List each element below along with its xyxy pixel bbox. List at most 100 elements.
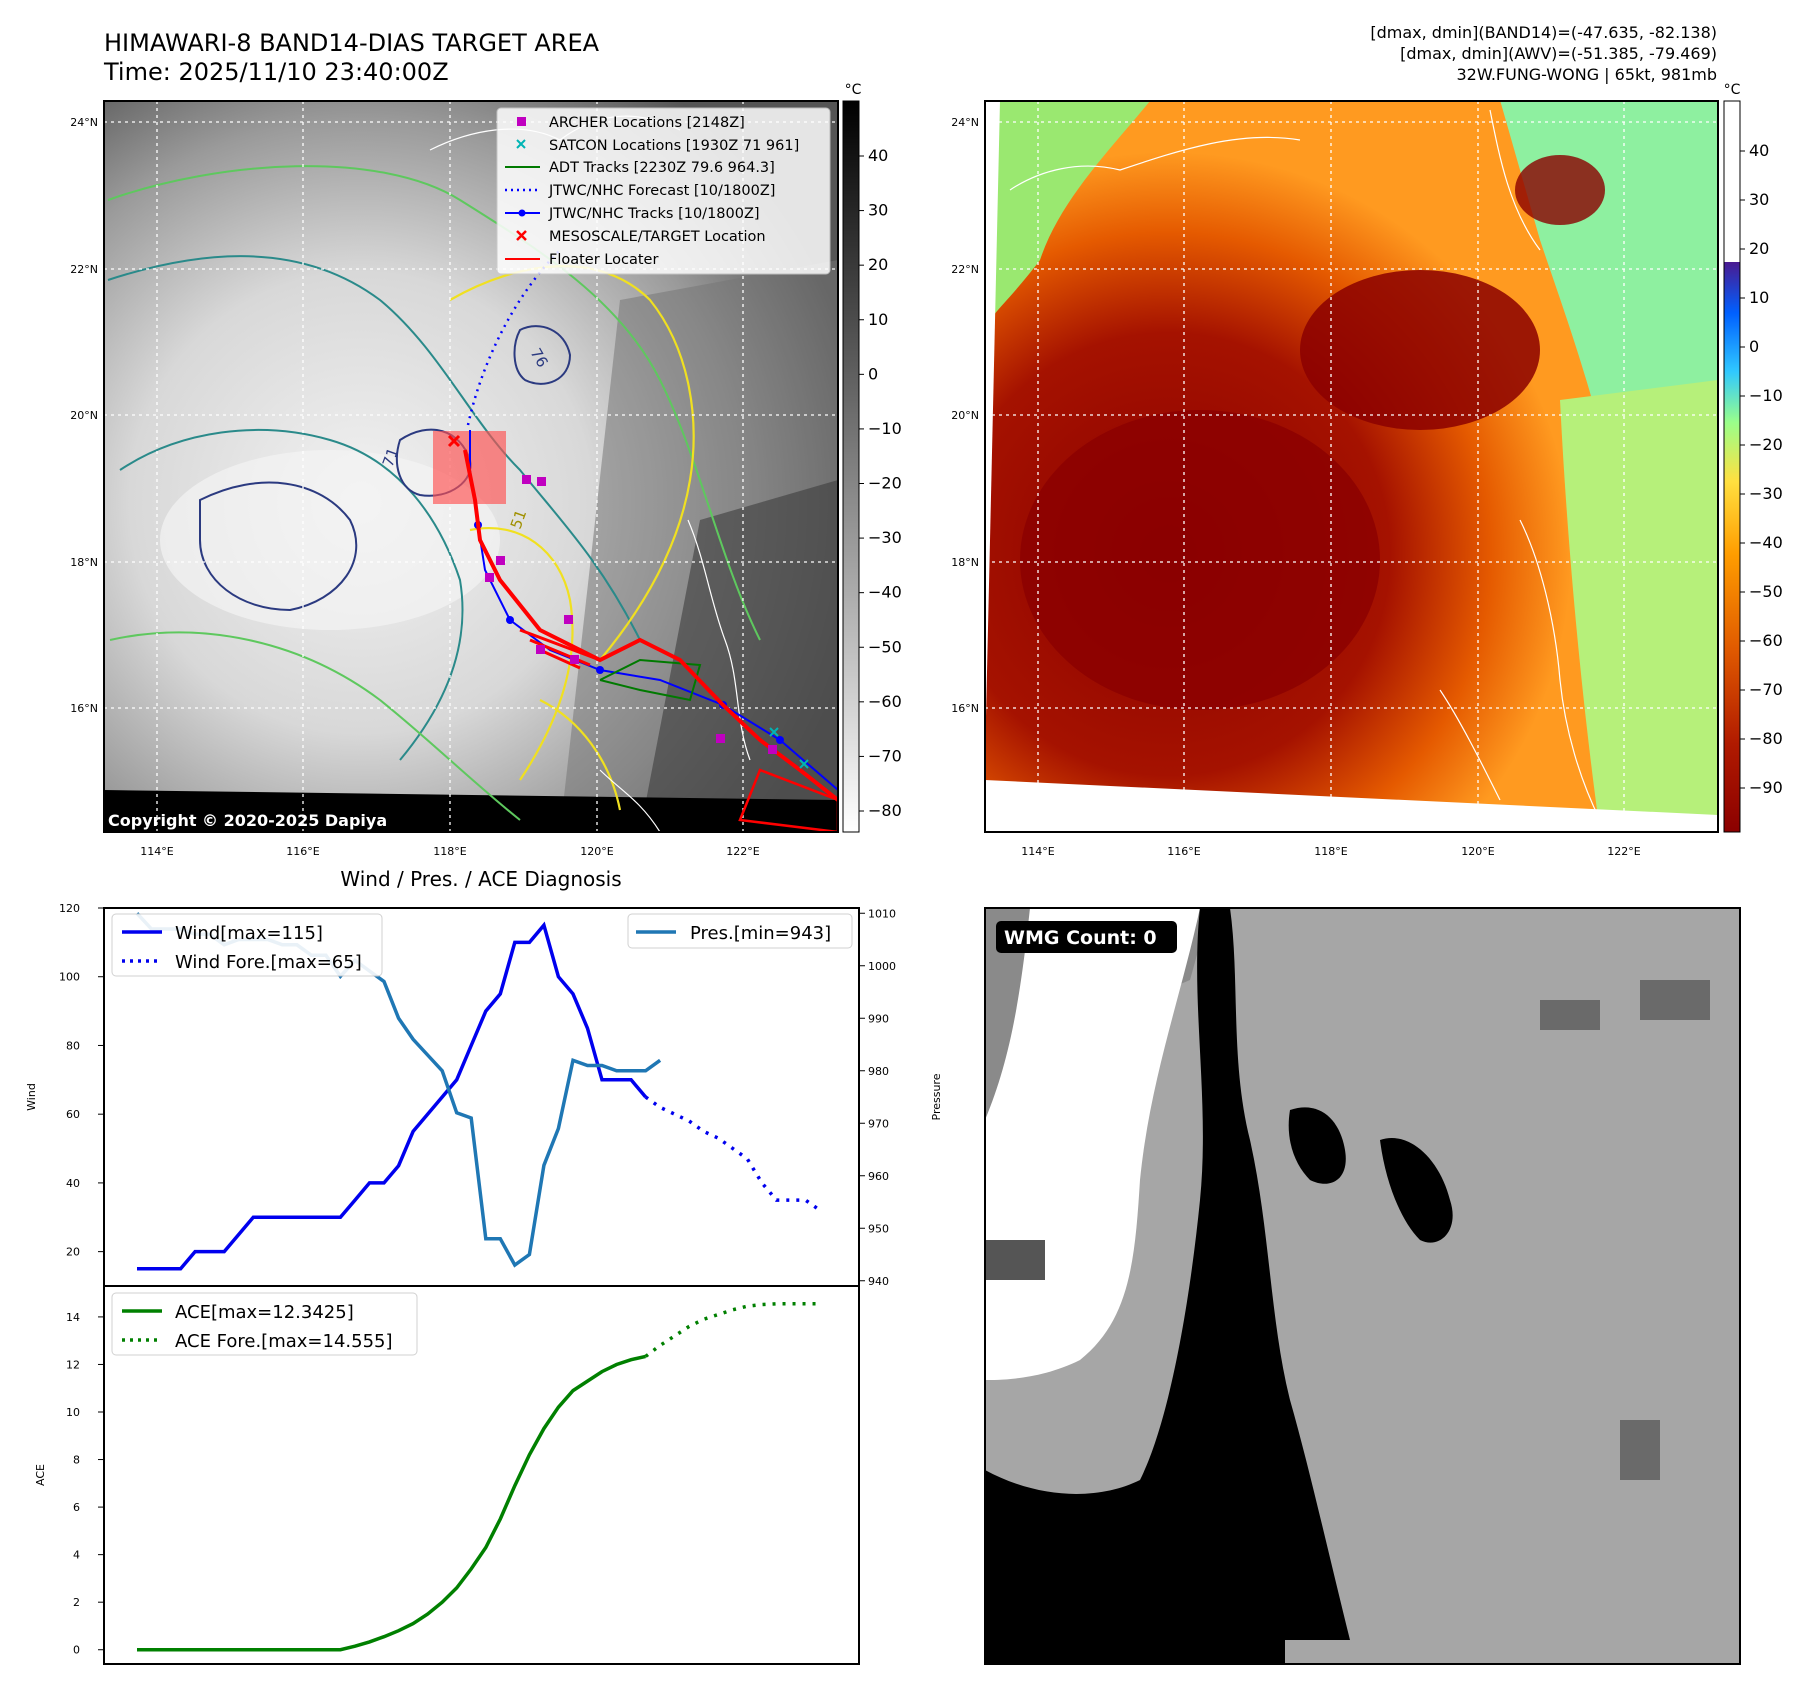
lat-label-20-right: 20°N — [951, 409, 979, 422]
legend-archer: ARCHER Locations [2148Z] — [549, 115, 745, 131]
ir-color-map-frame — [984, 100, 1719, 833]
color-colorbar-tick-label: −20 — [1749, 435, 1783, 454]
ace-tick-label: 12 — [66, 1358, 80, 1371]
legend-wind-forecast: Wind Fore.[max=65] — [175, 952, 362, 973]
lon-label-118-left: 118°E — [433, 845, 466, 858]
legend-wind: Wind[max=115] — [175, 923, 323, 944]
wind-series-line — [137, 921, 647, 1271]
legend-target: MESOSCALE/TARGET Location — [549, 229, 766, 245]
gray-colorbar-tick-label: −40 — [868, 583, 902, 602]
lat-label-22-right: 22°N — [951, 263, 979, 276]
color-colorbar-tick-label: 20 — [1749, 239, 1769, 258]
pressure-tick-label: 1000 — [868, 960, 896, 973]
gray-colorbar-tick-label: −60 — [868, 692, 902, 711]
ace-axis-label: ACE — [34, 1464, 47, 1486]
pressure-legend: Pres.[min=943] — [627, 913, 853, 949]
legend-ace: ACE[max=12.3425] — [175, 1302, 354, 1323]
gray-colorbar-tick-label: −30 — [868, 528, 902, 547]
gray-colorbar-tick-label: −70 — [868, 746, 902, 765]
ace-tick-label: 10 — [66, 1406, 80, 1419]
gray-colorbar-tick-label: 30 — [868, 201, 888, 220]
lon-label-118-right: 118°E — [1314, 845, 1347, 858]
pressure-tick-label: 1010 — [868, 907, 896, 920]
legend-floater: Floater Locater — [549, 252, 658, 268]
color-colorbar-tick-label: −10 — [1749, 386, 1783, 405]
color-colorbar-tick-label: −40 — [1749, 533, 1783, 552]
copyright-label: Copyright © 2020-2025 Dapiya — [108, 811, 387, 830]
color-colorbar-tick-label: −30 — [1749, 484, 1783, 503]
pressure-tick-label: 970 — [868, 1117, 889, 1130]
gray-colorbar-tick-label: −10 — [868, 419, 902, 438]
lon-label-122-left: 122°E — [726, 845, 759, 858]
wind-tick-label: 60 — [66, 1108, 80, 1121]
wind-tick-label: 80 — [66, 1039, 80, 1052]
color-colorbar-tick-label: −80 — [1749, 729, 1783, 748]
lat-label-18-right: 18°N — [951, 556, 979, 569]
lat-label-24-right: 24°N — [951, 116, 979, 129]
legend-ace-forecast: ACE Fore.[max=14.555] — [175, 1331, 393, 1352]
wind-legend: Wind[max=115] Wind Fore.[max=65] — [111, 913, 383, 977]
wmg-count-label: WMG Count: 0 — [1004, 927, 1157, 949]
target-x-marker — [447, 434, 461, 448]
legend-tracks: JTWC/NHC Tracks [10/1800Z] — [548, 206, 760, 222]
wmg-count-badge — [996, 921, 1177, 953]
gray-colorbar-tick-label: −50 — [868, 637, 902, 656]
lat-label-16-right: 16°N — [951, 702, 979, 715]
ace-tick-label: 2 — [73, 1596, 80, 1609]
color-colorbar — [1723, 100, 1741, 833]
gray-colorbar-tick-label: −20 — [868, 474, 902, 493]
color-colorbar-tick-label: 0 — [1749, 337, 1759, 356]
wind-tick-label: 120 — [59, 902, 80, 915]
ace-tick-label: 6 — [73, 1501, 80, 1514]
contour-label-51: 51 — [507, 507, 530, 531]
ace-tick-label: 0 — [73, 1644, 80, 1657]
legend-satcon-symbol — [516, 139, 526, 149]
color-colorbar-tick-label: 40 — [1749, 141, 1769, 160]
info-storm: 32W.FUNG-WONG | 65kt, 981mb — [1456, 65, 1717, 84]
main-title: HIMAWARI-8 BAND14-DIAS TARGET AREA — [104, 29, 600, 57]
lat-label-18-left: 18°N — [70, 556, 98, 569]
ir-gray-map-frame — [103, 100, 839, 833]
contour-label-71: 71 — [379, 445, 402, 469]
diagnosis-title: Wind / Pres. / ACE Diagnosis — [340, 867, 621, 891]
color-colorbar-unit: °C — [1724, 82, 1741, 98]
gray-colorbar-tick-label: 20 — [868, 255, 888, 274]
wind-forecast-series-line — [644, 1095, 822, 1212]
color-colorbar-tick-label: 30 — [1749, 190, 1769, 209]
lon-label-114-left: 114°E — [140, 845, 173, 858]
pressure-tick-label: 960 — [868, 1170, 889, 1183]
ace-series-line — [137, 1354, 646, 1652]
pressure-tick-label: 980 — [868, 1065, 889, 1078]
ace-legend: ACE[max=12.3425] ACE Fore.[max=14.555] — [111, 1292, 418, 1356]
lat-label-22-left: 22°N — [70, 263, 98, 276]
lon-label-122-right: 122°E — [1607, 845, 1640, 858]
legend-satcon: SATCON Locations [1930Z 71 961] — [549, 138, 799, 154]
wmg-panel-frame — [984, 907, 1741, 1665]
gray-colorbar-tick-label: 10 — [868, 310, 888, 329]
wind-tick-label: 20 — [66, 1246, 80, 1259]
pressure-tick-label: 990 — [868, 1012, 889, 1025]
gray-colorbar-unit: °C — [845, 82, 862, 98]
wind-tick-label: 40 — [66, 1177, 80, 1190]
wind-tick-label: 100 — [59, 971, 80, 984]
legend-archer-symbol — [517, 117, 526, 126]
legend-pressure: Pres.[min=943] — [690, 923, 831, 944]
legend-target-symbol — [516, 230, 527, 241]
lat-label-16-left: 16°N — [70, 702, 98, 715]
color-colorbar-tick-label: −50 — [1749, 582, 1783, 601]
ace-tick-label: 4 — [73, 1549, 80, 1562]
ace-tick-label: 8 — [73, 1454, 80, 1467]
color-colorbar-tick-label: −60 — [1749, 631, 1783, 650]
color-colorbar-tick-label: −70 — [1749, 680, 1783, 699]
color-colorbar-tick-label: −90 — [1749, 778, 1783, 797]
lon-label-120-left: 120°E — [580, 845, 613, 858]
wind-axis-label: Wind — [25, 1083, 38, 1111]
gray-colorbar — [842, 100, 860, 833]
gray-colorbar-tick-label: 0 — [868, 364, 878, 383]
wmg-panel — [985, 908, 1740, 1664]
info-awv: [dmax, dmin](AWV)=(-51.385, -79.469) — [1400, 44, 1717, 63]
lat-label-24-left: 24°N — [70, 116, 98, 129]
legend-forecast: JTWC/NHC Forecast [10/1800Z] — [548, 183, 775, 199]
lon-label-120-right: 120°E — [1461, 845, 1494, 858]
pressure-axis-label: Pressure — [930, 1073, 943, 1120]
